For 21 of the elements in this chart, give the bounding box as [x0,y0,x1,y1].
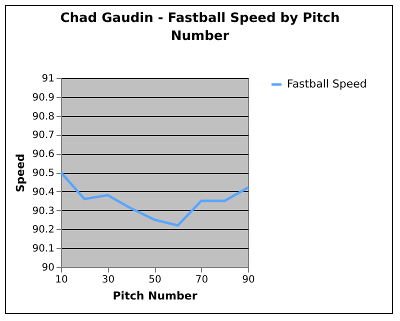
x-tick-label: 70 [195,274,208,286]
y-tick-label: 90.8 [32,111,54,122]
y-tick-label: 90.1 [32,244,54,255]
chart-title: Chad Gaudin - Fastball Speed by Pitch Number [60,10,340,46]
y-tick-label: 90.3 [32,206,54,217]
legend-label: Fastball Speed [287,78,367,90]
x-tick-label: 90 [242,274,255,286]
y-tick-label: 90.6 [32,149,54,160]
y-tick-label: 90.4 [32,186,54,198]
y-tick-label: 90.5 [32,168,54,179]
y-tick-label: 90.9 [32,92,54,104]
x-tick-label: 30 [102,274,115,286]
y-tick-label: 90.7 [32,130,54,142]
y-tick-label: 91 [42,74,54,84]
y-tick-label: 90 [42,262,54,274]
x-axis-title: Pitch Number [112,290,198,302]
x-tick-label: 50 [148,274,162,286]
x-tick-label: 10 [55,274,68,286]
y-axis-title: Speed [14,154,28,192]
y-tick-label: 90.2 [32,224,54,236]
line-series [60,171,250,227]
